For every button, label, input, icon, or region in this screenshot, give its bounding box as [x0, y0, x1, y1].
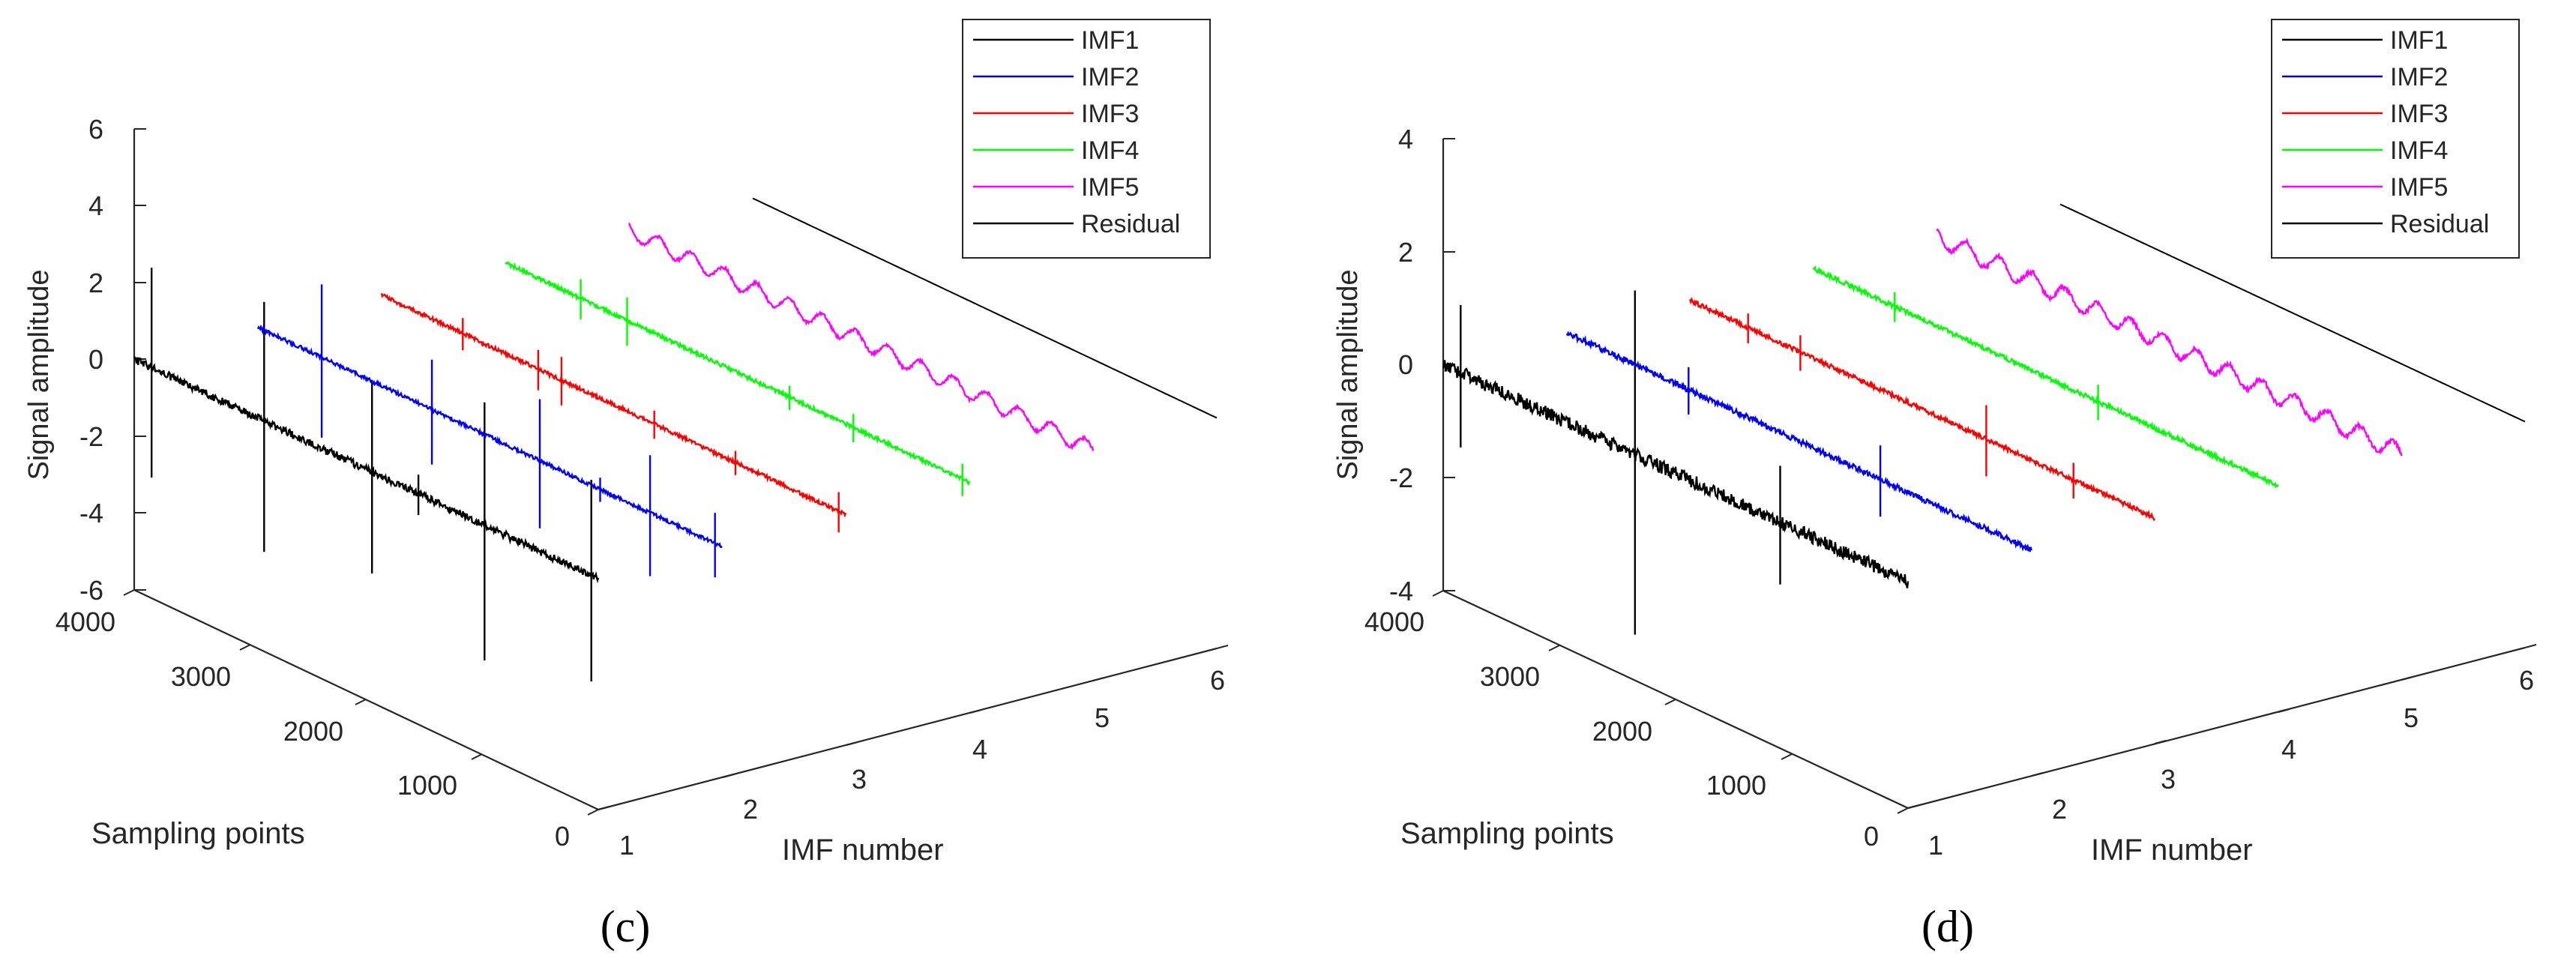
panel-d-z-tick: -4 [1389, 576, 1413, 606]
panel-d-x-tick: 3 [2161, 764, 2176, 795]
panel-c-series-imf5 [628, 223, 1095, 451]
panel-d-z-tick: -2 [1389, 463, 1413, 493]
panel-c-tick-marks [123, 128, 1229, 816]
panel-c-x-tick: 1 [619, 830, 634, 861]
panel-c-y-tick: 4000 [55, 606, 115, 637]
panel-d-series-imf4 [1812, 265, 2279, 489]
panel-d-legend-label: IMF2 [2390, 63, 2448, 91]
panel-c-series-residual [752, 197, 1218, 419]
panel-d-x-tick: 6 [2519, 665, 2534, 696]
panel-c-x-tick: 3 [852, 764, 867, 795]
panel-c-z-tick: 2 [88, 268, 103, 298]
panel-d-y-tick: 1000 [1706, 770, 1766, 801]
panel-c-series-imf4 [505, 261, 971, 496]
panel-c-legend: IMF1 IMF2 IMF3 IMF4 IMF5 Residual [962, 19, 1211, 259]
panel-d-z-tick-labels: 4 2 0 -2 -4 [1389, 124, 1413, 606]
panel-d-legend-entries: IMF1 IMF2 IMF3 IMF4 IMF5 Residual [2282, 26, 2489, 238]
panel-c-series [133, 197, 1218, 681]
panel-c-y-tick: 0 [555, 821, 570, 852]
panel-d-x-tick: 5 [2404, 702, 2419, 733]
panel-c-y-tick-labels: 0 1000 2000 3000 4000 [55, 606, 570, 852]
panel-d-x-tick: 2 [2052, 794, 2067, 825]
panel-c-z-tick: 0 [88, 344, 103, 375]
panel-c-z-tick: 4 [88, 190, 103, 221]
panel-d-z-tick: 0 [1398, 349, 1413, 380]
panel-c-legend-label: IMF2 [1081, 63, 1139, 91]
panel-d-y-tick: 2000 [1592, 716, 1652, 747]
panel-c-legend-label: IMF5 [1081, 173, 1139, 202]
panel-c-legend-label: IMF4 [1081, 136, 1139, 165]
panel-d-x-tick: 1 [1928, 830, 1943, 861]
panel-c-y-tick: 1000 [397, 770, 457, 801]
panel-c-z-tick: -6 [79, 575, 103, 606]
panel-c-z-tick: 6 [88, 114, 103, 145]
panel-d-series-imf2 [1565, 331, 2032, 552]
panel-c-series-imf2 [256, 284, 723, 578]
panel-d-legend-label: IMF3 [2390, 100, 2448, 128]
panel-c-z-tick: -2 [79, 421, 103, 452]
panel-c-series-imf1 [133, 268, 600, 681]
panel-c-label: (c) [601, 902, 651, 951]
panel-d-legend-label: IMF1 [2390, 26, 2448, 55]
panel-c-y-tick: 3000 [171, 661, 231, 692]
panel-d-series-imf3 [1689, 297, 2156, 522]
panel-d-y-tick: 0 [1864, 821, 1879, 852]
panel-c-x-tick: 6 [1210, 665, 1225, 696]
panel-c-legend-label: IMF3 [1081, 100, 1139, 128]
panel-d: 4 2 0 -2 -4 0 1000 2000 3000 4000 1 2 3 … [1332, 19, 2537, 951]
panel-c: 6 4 2 0 -2 -4 -6 0 1000 2000 3000 4000 1… [23, 19, 1229, 951]
panel-c-imf-axis [598, 647, 1218, 811]
panel-d-x-tick-labels: 1 2 3 4 5 6 [1928, 665, 2534, 861]
panel-c-legend-label: Residual [1081, 210, 1180, 238]
panel-d-x-axis-label: IMF number [2091, 834, 2253, 867]
panel-d-label: (d) [1922, 902, 1974, 951]
panel-c-z-tick-labels: 6 4 2 0 -2 -4 -6 [79, 114, 103, 606]
panel-d-series [1442, 203, 2526, 635]
panel-d-series-imf5 [1936, 228, 2403, 457]
panel-c-legend-label: IMF1 [1081, 26, 1139, 55]
panel-d-legend-label: IMF4 [2390, 136, 2448, 165]
panel-d-legend-label: Residual [2390, 210, 2489, 238]
panel-c-y-tick: 2000 [283, 716, 343, 747]
panel-c-sampling-axis [133, 589, 599, 810]
panel-d-y-tick-labels: 0 1000 2000 3000 4000 [1364, 606, 1879, 852]
panel-c-x-axis-label: IMF number [782, 834, 944, 867]
panel-c-series-imf3 [380, 293, 847, 533]
panel-d-y-tick: 3000 [1480, 661, 1540, 692]
panel-c-z-axis-label: Signal amplitude [23, 270, 55, 481]
panel-d-legend-box [2271, 19, 2520, 259]
panel-d-z-tick: 4 [1398, 124, 1413, 154]
panel-d-legend: IMF1 IMF2 IMF3 IMF4 IMF5 Residual [2271, 19, 2520, 259]
panel-c-x-tick: 2 [743, 794, 758, 825]
panel-d-imf-axis [1907, 646, 2526, 810]
panel-d-y-axis-label: Sampling points [1400, 817, 1614, 850]
panel-d-z-axis-label: Signal amplitude [1332, 270, 1364, 481]
panel-d-x-tick: 4 [2281, 734, 2296, 765]
panel-d-series-imf1 [1442, 290, 1910, 635]
panel-c-x-tick: 5 [1095, 702, 1110, 733]
panel-c-y-axis-label: Sampling points [91, 817, 305, 850]
panel-c-x-tick: 4 [972, 734, 987, 765]
panel-d-legend-label: IMF5 [2390, 173, 2448, 202]
panel-c-legend-entries: IMF1 IMF2 IMF3 IMF4 IMF5 Residual [973, 26, 1180, 238]
panel-d-z-tick: 2 [1398, 237, 1413, 268]
panel-c-z-tick: -4 [79, 498, 103, 528]
panel-d-series-residual [2059, 203, 2526, 423]
panel-d-y-tick: 4000 [1364, 606, 1424, 637]
panel-c-legend-box [962, 19, 1211, 259]
panel-c-x-tick-labels: 1 2 3 4 5 6 [619, 665, 1225, 861]
